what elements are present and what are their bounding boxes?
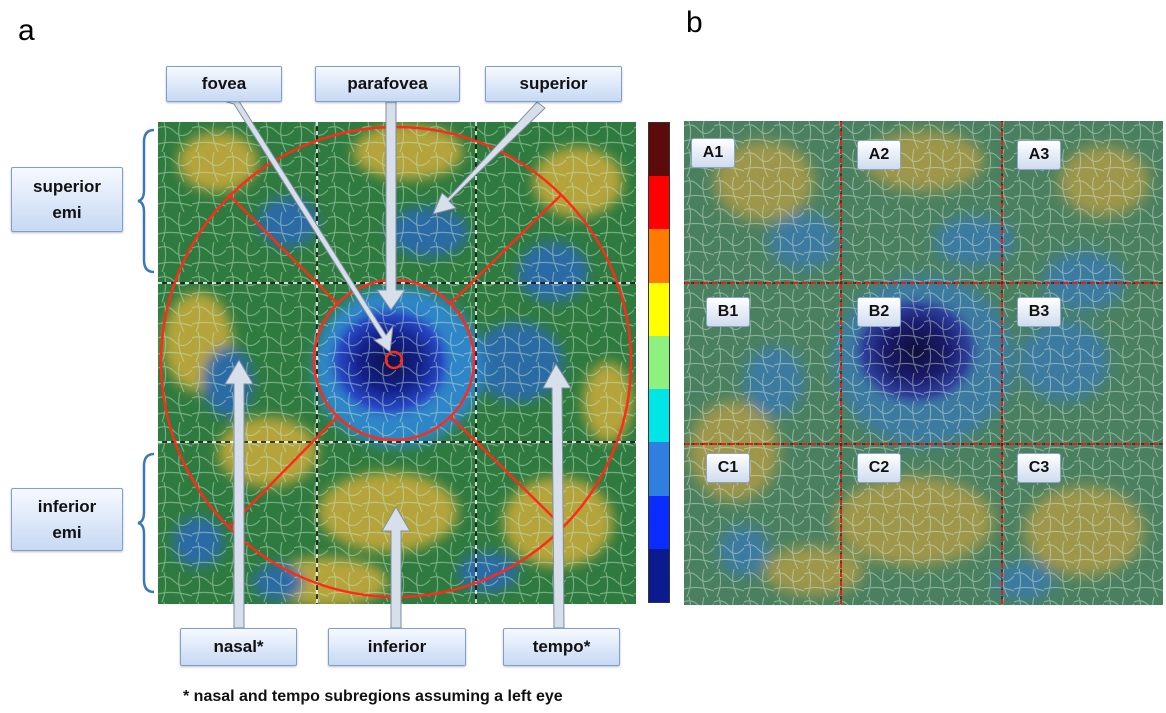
- arrow-inferior: [381, 506, 411, 629]
- label-superior-hemi-line2: emi: [52, 202, 82, 222]
- grid-label-c2: C2: [857, 453, 901, 483]
- arrow-tempo: [542, 363, 572, 629]
- arrow-nasal: [224, 359, 254, 629]
- grid-label-b3: B3: [1017, 297, 1061, 327]
- grid-label-c1: C1: [706, 453, 750, 483]
- panel-letter-a: a: [18, 14, 35, 47]
- map-b-grid: [684, 121, 1163, 605]
- brace-superior: [137, 128, 155, 274]
- label-superior-hemi: superior emi: [11, 167, 123, 232]
- fovea-ring: [384, 350, 404, 370]
- colorbar-segment-3: [649, 282, 669, 336]
- map-b-vessel-overlay: [684, 121, 1163, 605]
- colorbar-segment-4: [649, 335, 669, 390]
- colorbar-segment-6: [649, 442, 669, 496]
- colorbar-segment-7: [649, 495, 669, 549]
- label-superior-hemi-line1: superior: [32, 176, 102, 196]
- grid-label-c3: C3: [1017, 453, 1061, 483]
- grid-label-b1: B1: [706, 297, 750, 327]
- grid-label-a2: A2: [857, 140, 901, 170]
- panel-letter-b: b: [686, 6, 703, 39]
- colorbar: [648, 122, 670, 603]
- colorbar-segment-2: [649, 229, 669, 283]
- label-inferior-hemi-line1: inferior: [37, 496, 97, 516]
- label-nasal: nasal*: [180, 628, 297, 666]
- grid-label-b2: B2: [857, 297, 901, 327]
- label-inferior-hemi: inferior emi: [11, 488, 123, 551]
- colorbar-segment-5: [649, 389, 669, 443]
- label-parafovea: parafovea: [315, 66, 460, 102]
- arrow-fovea: [225, 97, 394, 353]
- colorbar-segment-1: [649, 176, 669, 230]
- label-tempo: tempo*: [503, 628, 620, 666]
- grid-label-a3: A3: [1017, 140, 1061, 170]
- label-inferior: inferior: [328, 628, 466, 666]
- label-inferior-hemi-line2: emi: [52, 522, 82, 542]
- grid-label-a1: A1: [691, 138, 735, 168]
- arrow-superior: [432, 101, 546, 215]
- map-b-grid-dark: [684, 121, 1163, 605]
- colorbar-segment-0: [649, 123, 669, 177]
- label-fovea: fovea: [166, 66, 282, 102]
- footnote: * nasal and tempo subregions assuming a …: [183, 688, 563, 705]
- colorbar-segment-8: [649, 548, 669, 602]
- brace-inferior: [137, 452, 155, 594]
- panel-b-map: [684, 121, 1163, 605]
- arrow-parafovea: [376, 101, 406, 311]
- label-superior: superior: [485, 66, 622, 102]
